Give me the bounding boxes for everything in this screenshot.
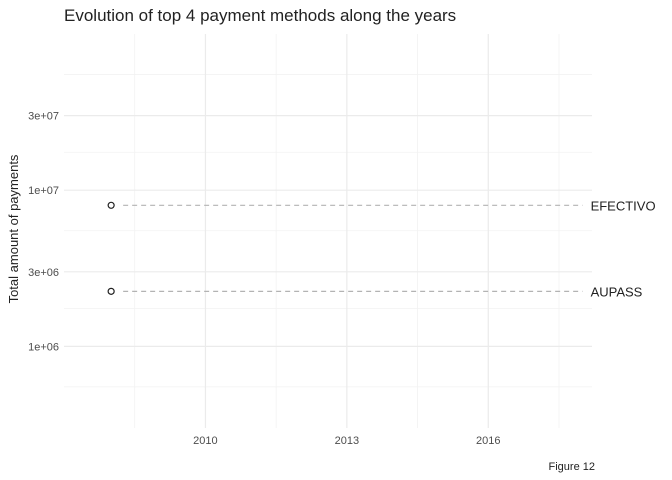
x-tick-label: 2016 [476,435,500,447]
y-tick-label: 3e+06 [28,267,59,279]
y-tick-label: 1e+06 [28,341,59,353]
y-axis-title: Total amount of payments [6,154,21,303]
y-tick-label: 1e+07 [28,185,59,197]
series-label: AUPASS [591,284,643,299]
y-tick-label: 3e+07 [28,111,59,123]
tick-labels: 2010 2013 2016 1e+06 3e+06 1e+07 3e+07 [28,111,500,447]
grid [64,34,592,428]
x-tick-label: 2013 [335,435,359,447]
x-tick-label: 2010 [193,435,217,447]
chart-title: Evolution of top 4 payment methods along… [64,6,456,25]
series-label: EFECTIVO [591,198,656,213]
data-point [107,287,115,295]
data-point [107,201,115,209]
series-layer: EFECTIVO AUPASS [107,198,656,299]
figure-caption: Figure 12 [549,461,595,473]
